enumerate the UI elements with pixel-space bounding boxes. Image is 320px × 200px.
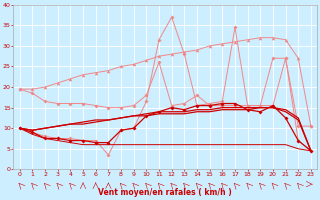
X-axis label: Vent moyen/en rafales ( km/h ): Vent moyen/en rafales ( km/h ): [99, 188, 232, 197]
